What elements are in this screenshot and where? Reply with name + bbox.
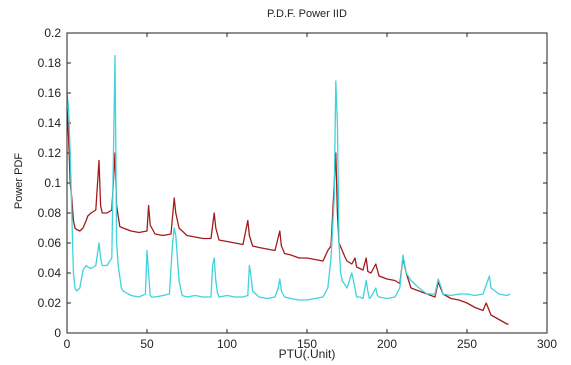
- y-tick-label: 0.2: [44, 26, 61, 40]
- x-tick-label: 250: [457, 337, 477, 351]
- y-tick-label: 0.02: [38, 296, 62, 310]
- y-tick-label: 0.08: [38, 206, 62, 220]
- y-tick-label: 0.12: [38, 146, 62, 160]
- x-tick-label: 150: [297, 337, 317, 351]
- x-tick-label: 0: [64, 337, 71, 351]
- y-tick-label: 0: [54, 326, 61, 340]
- x-tick-label: 100: [217, 337, 237, 351]
- chart-title: P.D.F. Power IID: [267, 8, 347, 20]
- y-tick-label: 0.14: [38, 116, 62, 130]
- x-tick-label: 200: [377, 337, 397, 351]
- x-axis-label: PTU(.Unit): [279, 347, 336, 361]
- x-tick-label: 300: [537, 337, 557, 351]
- x-tick-label: 50: [140, 337, 154, 351]
- y-tick-label: 0.1: [44, 176, 61, 190]
- y-tick-label: 0.04: [38, 266, 62, 280]
- axis-ticks: 0 50 100 150 200 250 300 0 0.02 0.04 0.06 0.08 0.1 0.…: [38, 26, 558, 351]
- y-axis-label: Power PDF: [13, 153, 25, 210]
- y-tick-label: 0.16: [38, 86, 62, 100]
- y-tick-label: 0.06: [38, 236, 62, 250]
- series-line-2: [66, 54, 511, 301]
- series-line-1: [66, 107, 509, 325]
- plot-frame: [66, 32, 548, 334]
- series-group: [66, 54, 511, 325]
- y-tick-label: 0.18: [38, 56, 62, 70]
